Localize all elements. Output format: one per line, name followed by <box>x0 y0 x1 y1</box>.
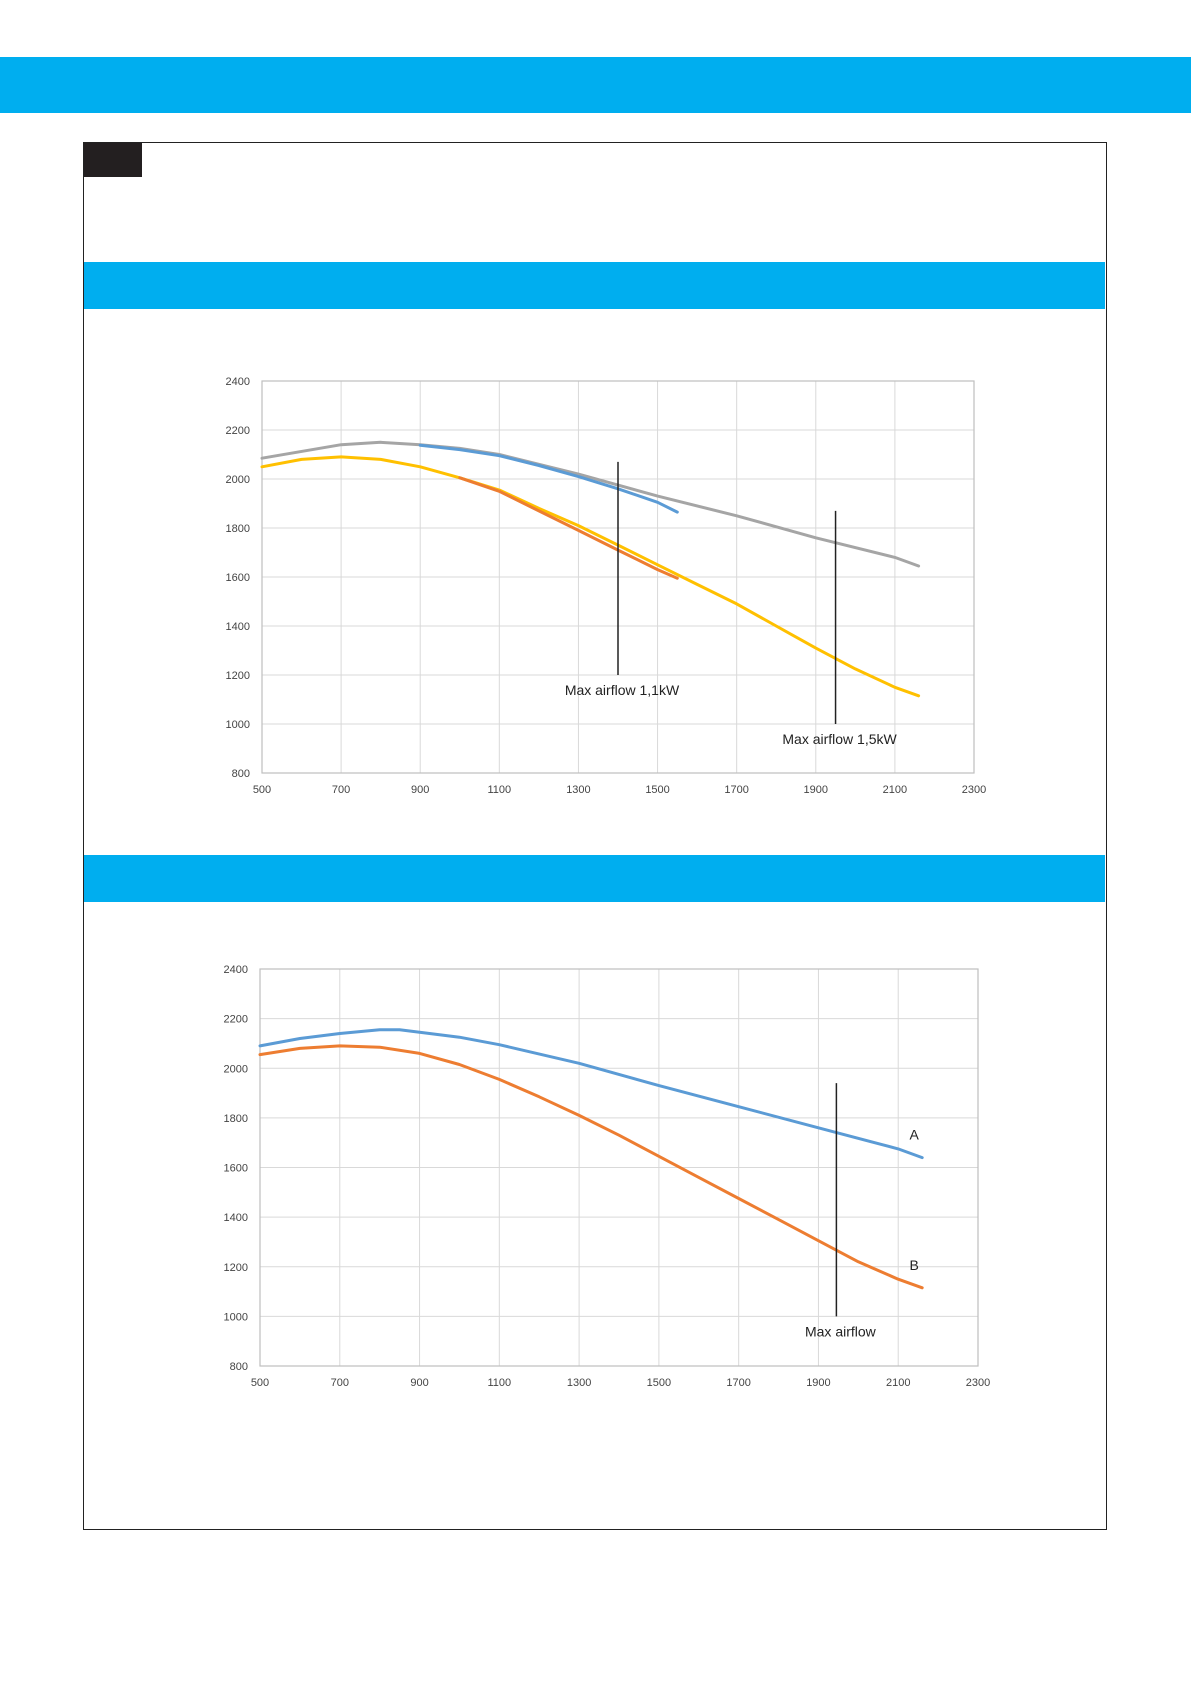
x-tick-label: 500 <box>253 784 271 796</box>
x-tick-label: 2100 <box>883 784 907 796</box>
series-label-b: B <box>909 1257 918 1273</box>
x-tick-label: 700 <box>332 784 350 796</box>
y-tick-label: 2000 <box>224 1063 248 1075</box>
x-tick-label: 1700 <box>724 784 748 796</box>
x-tick-label: 1500 <box>647 1377 671 1389</box>
x-tick-label: 1500 <box>645 784 669 796</box>
header-band <box>0 57 1191 113</box>
series-line-a <box>258 1028 924 1160</box>
section-band-top <box>84 262 1105 309</box>
y-tick-label: 2200 <box>224 1014 248 1026</box>
content-frame: 500 700 900 1100 1300 1500 1700 1900 2100 2300 240… <box>83 142 1107 1530</box>
x-tick-label: 1100 <box>488 1377 512 1389</box>
y-tick-label: 1600 <box>226 572 250 584</box>
x-tick-label: 700 <box>331 1377 349 1389</box>
y-tick-label: 800 <box>232 768 250 780</box>
section-band-bottom <box>84 855 1105 902</box>
x-tick-label: 1900 <box>806 1377 830 1389</box>
series-line-2 <box>260 455 921 698</box>
x-tick-label: 1100 <box>488 784 512 796</box>
plot-border <box>261 380 975 774</box>
y-tick-label: 1400 <box>226 621 250 633</box>
x-tick-label: 1900 <box>804 784 828 796</box>
y-tick-label: 1000 <box>226 719 250 731</box>
y-tick-label: 1400 <box>224 1212 248 1224</box>
plot-border <box>259 968 979 1367</box>
x-tick-label: 900 <box>410 1377 428 1389</box>
x-tick-label: 2300 <box>962 784 986 796</box>
y-tick-label: 1600 <box>224 1163 248 1175</box>
y-tick-label: 2400 <box>226 376 250 388</box>
series-label-a: A <box>909 1127 919 1143</box>
series-line-b <box>258 1044 924 1290</box>
y-tick-label: 1200 <box>224 1262 248 1274</box>
y-tick-label: 1800 <box>224 1113 248 1125</box>
fan-curve-chart-2: 500 700 900 1100 1300 1500 1700 1900 2100 2300 240… <box>224 964 991 1389</box>
plot-area: 500 700 900 1100 1300 1500 1700 1900 2100 2300 240… <box>226 376 987 796</box>
series-line-1 <box>418 443 679 514</box>
corner-tab <box>84 143 142 177</box>
x-tick-label: 900 <box>411 784 429 796</box>
x-tick-label: 1300 <box>566 784 590 796</box>
series-line-3 <box>458 476 679 580</box>
x-tick-label: 2100 <box>886 1377 910 1389</box>
y-tick-label: 1800 <box>226 523 250 535</box>
y-tick-label: 1200 <box>226 670 250 682</box>
max-airflow-label: Max airflow 1,1kW <box>565 682 680 698</box>
plot-area: 500 700 900 1100 1300 1500 1700 1900 2100 2300 240… <box>224 964 991 1389</box>
x-tick-label: 1300 <box>567 1377 591 1389</box>
x-tick-label: 500 <box>251 1377 269 1389</box>
y-tick-label: 2200 <box>226 425 250 437</box>
max-airflow-label: Max airflow 1,5kW <box>782 731 897 747</box>
y-tick-label: 1000 <box>224 1311 248 1323</box>
max-airflow-label: Max airflow <box>805 1323 877 1339</box>
x-tick-label: 1700 <box>726 1377 750 1389</box>
x-tick-label: 2300 <box>966 1377 990 1389</box>
y-tick-label: 2400 <box>224 964 248 976</box>
series-line-0 <box>260 440 921 568</box>
fan-curve-chart-1: 500 700 900 1100 1300 1500 1700 1900 2100 2300 240… <box>226 376 987 796</box>
y-tick-label: 800 <box>230 1361 248 1373</box>
y-tick-label: 2000 <box>226 474 250 486</box>
